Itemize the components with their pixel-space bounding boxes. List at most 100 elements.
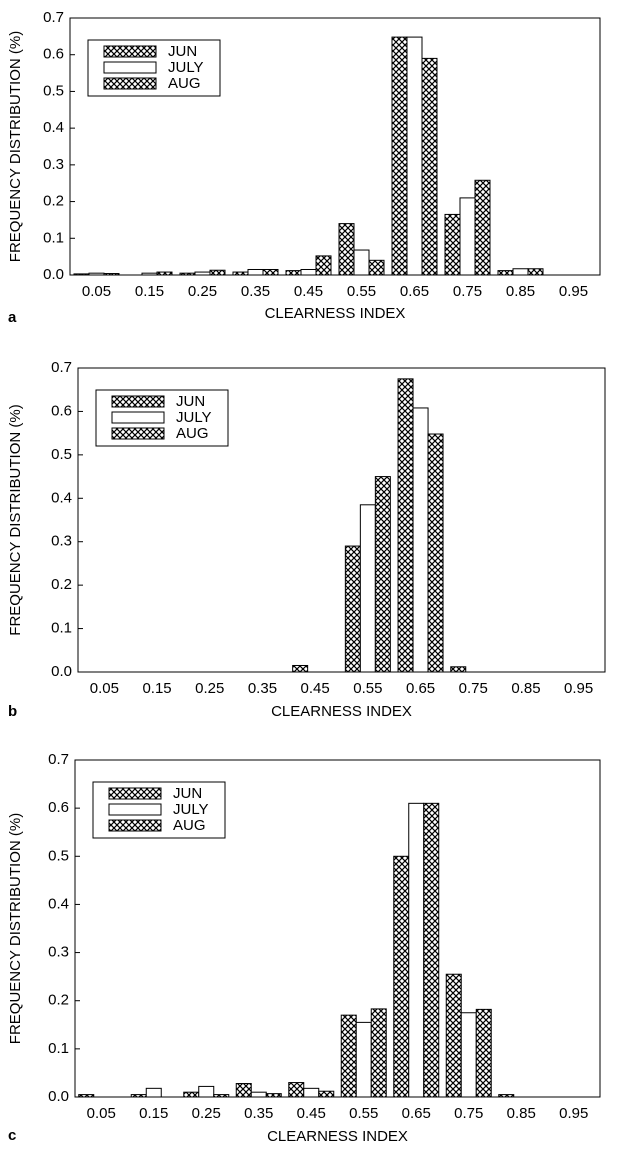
legend-label: JULY xyxy=(168,59,204,76)
bar xyxy=(370,1008,387,1098)
bar xyxy=(315,255,332,276)
legend-swatch xyxy=(111,427,165,440)
bar xyxy=(475,1008,492,1098)
bar xyxy=(497,270,514,276)
y-tick-label: 0.3 xyxy=(48,944,69,961)
bar xyxy=(285,270,302,276)
x-tick-label: 0.05 xyxy=(87,1105,116,1122)
bar xyxy=(397,378,414,673)
x-tick-label: 0.15 xyxy=(139,1105,168,1122)
plot-frame xyxy=(77,367,606,673)
x-tick-label: 0.35 xyxy=(241,283,270,300)
bar xyxy=(303,1087,320,1098)
bar xyxy=(145,1087,162,1098)
y-tick-label: 0.3 xyxy=(51,533,72,550)
bar xyxy=(288,1082,305,1098)
x-tick-label: 0.55 xyxy=(353,680,382,697)
x-tick-label: 0.65 xyxy=(400,283,429,300)
plot-frame xyxy=(74,759,601,1098)
bar xyxy=(368,259,385,276)
bar xyxy=(406,36,423,276)
legend-swatch xyxy=(111,395,165,408)
legend-label: JULY xyxy=(176,409,212,426)
x-tick-label: 0.75 xyxy=(453,283,482,300)
x-tick-label: 0.85 xyxy=(511,680,540,697)
x-tick-label: 0.45 xyxy=(301,680,330,697)
bar xyxy=(353,249,370,276)
bar xyxy=(421,57,438,276)
bar xyxy=(247,268,264,276)
x-axis-label: CLEARNESS INDEX xyxy=(271,703,412,720)
panel-label: b xyxy=(8,703,17,720)
bar xyxy=(450,666,467,673)
y-tick-label: 0.0 xyxy=(51,663,72,680)
legend-label: JUN xyxy=(168,43,197,60)
y-tick-label: 0.7 xyxy=(51,359,72,376)
bar xyxy=(408,802,425,1098)
x-tick-label: 0.65 xyxy=(406,680,435,697)
y-tick-label: 0.4 xyxy=(43,119,64,136)
y-tick-label: 0.1 xyxy=(48,1040,69,1057)
bar xyxy=(355,1021,372,1098)
legend-swatch xyxy=(111,411,165,424)
legend-swatch xyxy=(103,77,157,90)
bar xyxy=(198,1085,215,1098)
legend-label: AUG xyxy=(168,75,201,92)
legend-swatch xyxy=(103,45,157,58)
y-tick-label: 0.4 xyxy=(51,489,72,506)
y-tick-label: 0.4 xyxy=(48,895,69,912)
y-tick-label: 0.2 xyxy=(43,193,64,210)
y-tick-label: 0.5 xyxy=(48,847,69,864)
x-axis-label: CLEARNESS INDEX xyxy=(265,305,406,322)
y-tick-label: 0.1 xyxy=(51,620,72,637)
bar xyxy=(393,855,410,1098)
y-axis-label: FREQUENCY DISTRIBUTION (%) xyxy=(7,404,24,635)
bar xyxy=(338,223,355,276)
bar xyxy=(527,268,544,276)
bar xyxy=(300,268,317,276)
x-tick-label: 0.25 xyxy=(195,680,224,697)
bar xyxy=(445,973,462,1098)
x-tick-label: 0.75 xyxy=(454,1105,483,1122)
y-tick-label: 0.0 xyxy=(48,1088,69,1105)
x-tick-label: 0.95 xyxy=(564,680,593,697)
bar xyxy=(250,1091,267,1098)
bar xyxy=(359,504,376,673)
x-tick-label: 0.65 xyxy=(402,1105,431,1122)
x-tick-label: 0.45 xyxy=(294,283,323,300)
y-axis-label: FREQUENCY DISTRIBUTION (%) xyxy=(7,31,24,262)
x-tick-label: 0.15 xyxy=(142,680,171,697)
bar xyxy=(318,1090,335,1098)
x-tick-label: 0.05 xyxy=(82,283,111,300)
bar xyxy=(183,1091,200,1098)
x-tick-label: 0.45 xyxy=(297,1105,326,1122)
legend-swatch xyxy=(103,61,157,74)
y-axis-label: FREQUENCY DISTRIBUTION (%) xyxy=(7,813,24,1044)
y-tick-label: 0.6 xyxy=(43,46,64,63)
y-tick-label: 0.6 xyxy=(48,799,69,816)
bar xyxy=(459,197,476,276)
y-tick-label: 0.1 xyxy=(43,229,64,246)
legend-label: AUG xyxy=(173,817,206,834)
x-tick-label: 0.35 xyxy=(248,680,277,697)
legend-swatch xyxy=(108,819,162,832)
bar xyxy=(423,802,440,1098)
legend-swatch xyxy=(108,787,162,800)
bar xyxy=(344,545,361,673)
x-axis-label: CLEARNESS INDEX xyxy=(267,1128,408,1145)
panel-label: a xyxy=(8,309,17,326)
bar xyxy=(235,1083,252,1098)
legend-label: JUN xyxy=(176,393,205,410)
y-tick-label: 0.0 xyxy=(43,266,64,283)
x-tick-label: 0.25 xyxy=(188,283,217,300)
x-tick-label: 0.85 xyxy=(507,1105,536,1122)
y-tick-label: 0.5 xyxy=(43,82,64,99)
legend-label: AUG xyxy=(176,425,209,442)
bar xyxy=(412,407,429,673)
bar xyxy=(474,179,491,276)
x-tick-label: 0.75 xyxy=(459,680,488,697)
bar xyxy=(340,1014,357,1098)
x-tick-label: 0.15 xyxy=(135,283,164,300)
bar xyxy=(374,476,391,673)
x-tick-label: 0.55 xyxy=(349,1105,378,1122)
